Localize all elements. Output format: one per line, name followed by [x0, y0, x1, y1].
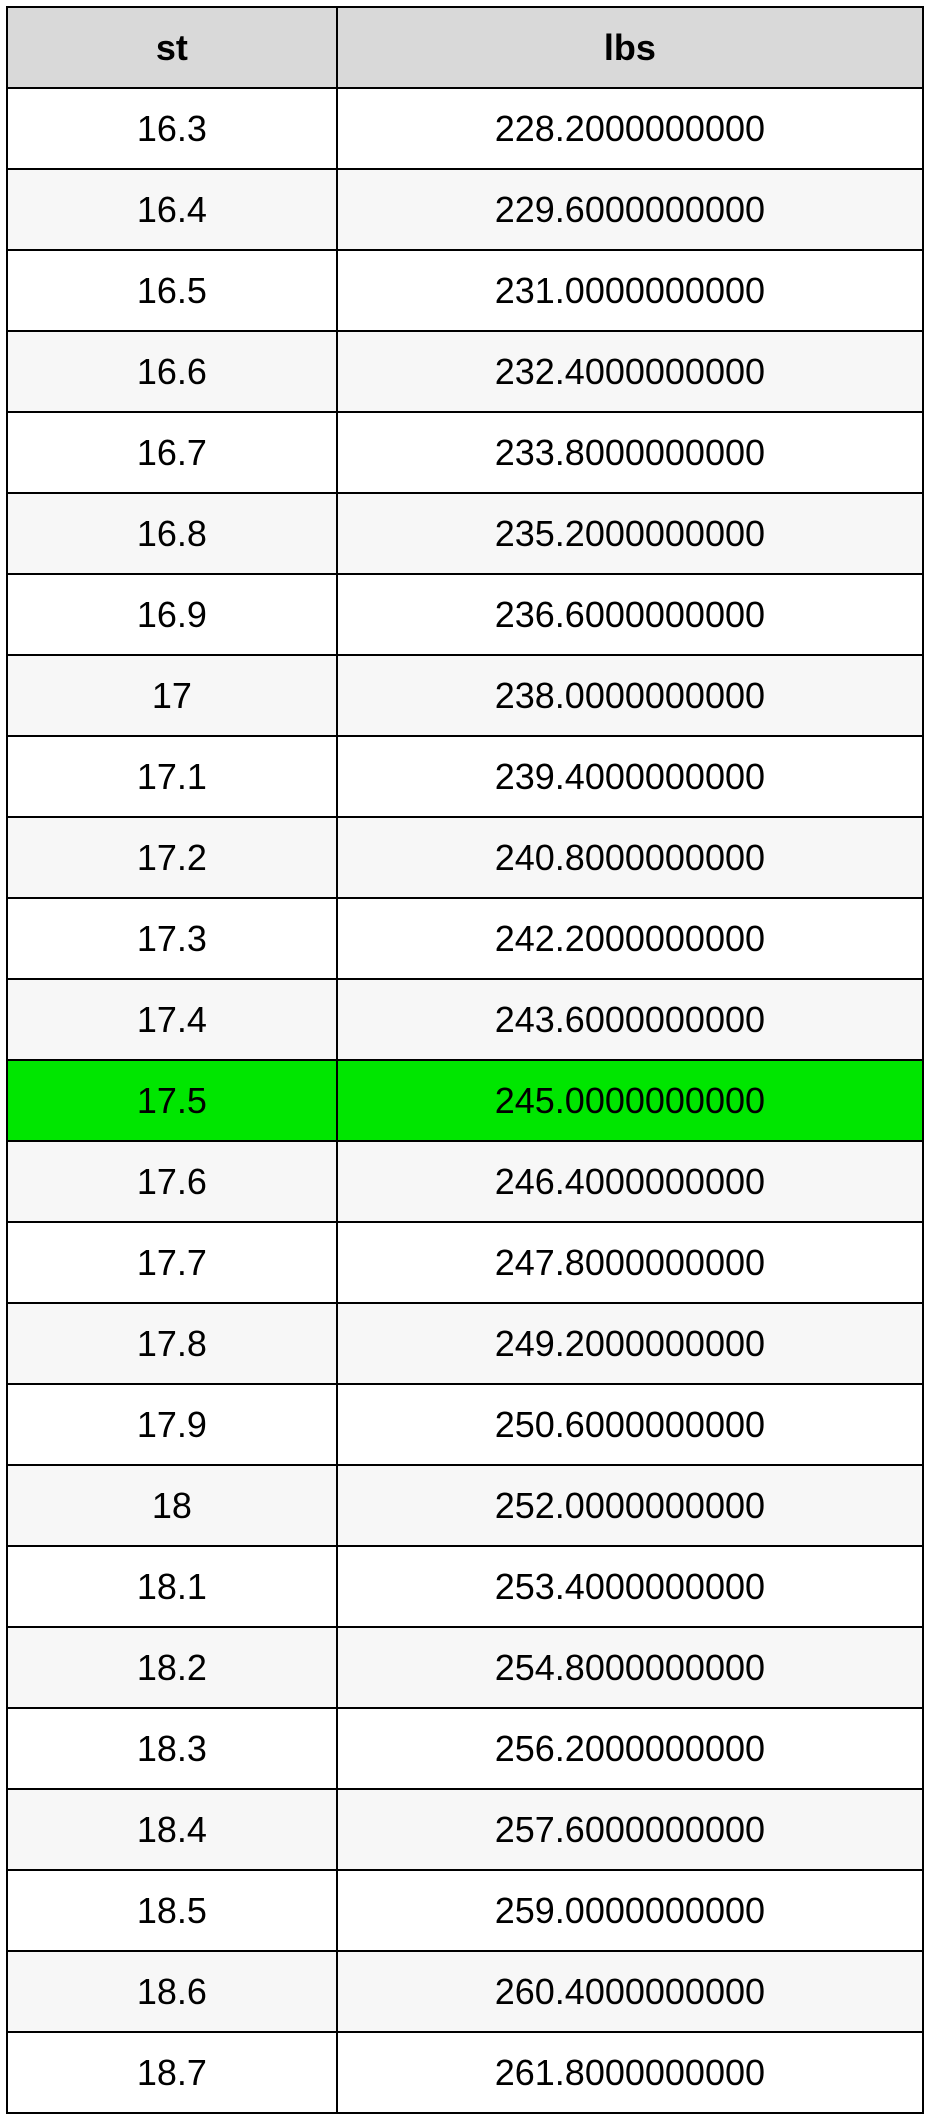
cell-st: 18.5 — [7, 1870, 337, 1951]
table-row: 17.8249.2000000000 — [7, 1303, 923, 1384]
table-row: 17.3242.2000000000 — [7, 898, 923, 979]
table-row: 16.9236.6000000000 — [7, 574, 923, 655]
cell-lbs: 235.2000000000 — [337, 493, 923, 574]
cell-st: 18.3 — [7, 1708, 337, 1789]
cell-st: 16.8 — [7, 493, 337, 574]
cell-st: 17.6 — [7, 1141, 337, 1222]
cell-st: 17.4 — [7, 979, 337, 1060]
cell-st: 16.7 — [7, 412, 337, 493]
cell-lbs: 245.0000000000 — [337, 1060, 923, 1141]
cell-lbs: 253.4000000000 — [337, 1546, 923, 1627]
cell-st: 18 — [7, 1465, 337, 1546]
table-row: 17.4243.6000000000 — [7, 979, 923, 1060]
table-row: 16.5231.0000000000 — [7, 250, 923, 331]
col-header-lbs: lbs — [337, 7, 923, 88]
table-row: 17.9250.6000000000 — [7, 1384, 923, 1465]
cell-lbs: 232.4000000000 — [337, 331, 923, 412]
table-row: 16.8235.2000000000 — [7, 493, 923, 574]
table-row: 17.2240.8000000000 — [7, 817, 923, 898]
cell-st: 17.2 — [7, 817, 337, 898]
cell-st: 18.1 — [7, 1546, 337, 1627]
table-row: 18.1253.4000000000 — [7, 1546, 923, 1627]
cell-st: 16.9 — [7, 574, 337, 655]
cell-lbs: 243.6000000000 — [337, 979, 923, 1060]
cell-lbs: 238.0000000000 — [337, 655, 923, 736]
cell-st: 17.1 — [7, 736, 337, 817]
cell-lbs: 229.6000000000 — [337, 169, 923, 250]
table-body: 16.3228.200000000016.4229.600000000016.5… — [7, 88, 923, 2113]
cell-st: 16.5 — [7, 250, 337, 331]
cell-lbs: 260.4000000000 — [337, 1951, 923, 2032]
cell-lbs: 254.8000000000 — [337, 1627, 923, 1708]
cell-st: 16.3 — [7, 88, 337, 169]
table-row: 18.6260.4000000000 — [7, 1951, 923, 2032]
cell-st: 17.5 — [7, 1060, 337, 1141]
table-row: 17.7247.8000000000 — [7, 1222, 923, 1303]
cell-lbs: 261.8000000000 — [337, 2032, 923, 2113]
cell-st: 18.7 — [7, 2032, 337, 2113]
cell-st: 16.6 — [7, 331, 337, 412]
table-row: 18.5259.0000000000 — [7, 1870, 923, 1951]
table-row: 16.4229.6000000000 — [7, 169, 923, 250]
cell-lbs: 246.4000000000 — [337, 1141, 923, 1222]
cell-lbs: 231.0000000000 — [337, 250, 923, 331]
cell-lbs: 228.2000000000 — [337, 88, 923, 169]
cell-lbs: 239.4000000000 — [337, 736, 923, 817]
cell-st: 18.2 — [7, 1627, 337, 1708]
cell-lbs: 236.6000000000 — [337, 574, 923, 655]
cell-st: 17.9 — [7, 1384, 337, 1465]
table-row: 17.5245.0000000000 — [7, 1060, 923, 1141]
cell-lbs: 259.0000000000 — [337, 1870, 923, 1951]
col-header-st: st — [7, 7, 337, 88]
table-row: 16.6232.4000000000 — [7, 331, 923, 412]
table-row: 17.1239.4000000000 — [7, 736, 923, 817]
table-row: 16.7233.8000000000 — [7, 412, 923, 493]
cell-lbs: 240.8000000000 — [337, 817, 923, 898]
cell-lbs: 242.2000000000 — [337, 898, 923, 979]
cell-lbs: 249.2000000000 — [337, 1303, 923, 1384]
cell-lbs: 257.6000000000 — [337, 1789, 923, 1870]
cell-st: 18.6 — [7, 1951, 337, 2032]
cell-st: 16.4 — [7, 169, 337, 250]
table-row: 18.7261.8000000000 — [7, 2032, 923, 2113]
table-row: 18.4257.6000000000 — [7, 1789, 923, 1870]
cell-lbs: 247.8000000000 — [337, 1222, 923, 1303]
table-row: 18.3256.2000000000 — [7, 1708, 923, 1789]
table-row: 17.6246.4000000000 — [7, 1141, 923, 1222]
table-row: 17238.0000000000 — [7, 655, 923, 736]
cell-st: 17 — [7, 655, 337, 736]
cell-st: 18.4 — [7, 1789, 337, 1870]
cell-st: 17.8 — [7, 1303, 337, 1384]
cell-lbs: 256.2000000000 — [337, 1708, 923, 1789]
table-row: 16.3228.2000000000 — [7, 88, 923, 169]
cell-lbs: 252.0000000000 — [337, 1465, 923, 1546]
cell-lbs: 233.8000000000 — [337, 412, 923, 493]
table-header-row: st lbs — [7, 7, 923, 88]
cell-lbs: 250.6000000000 — [337, 1384, 923, 1465]
table-row: 18252.0000000000 — [7, 1465, 923, 1546]
table-row: 18.2254.8000000000 — [7, 1627, 923, 1708]
conversion-table: st lbs 16.3228.200000000016.4229.6000000… — [6, 6, 924, 2114]
cell-st: 17.3 — [7, 898, 337, 979]
cell-st: 17.7 — [7, 1222, 337, 1303]
